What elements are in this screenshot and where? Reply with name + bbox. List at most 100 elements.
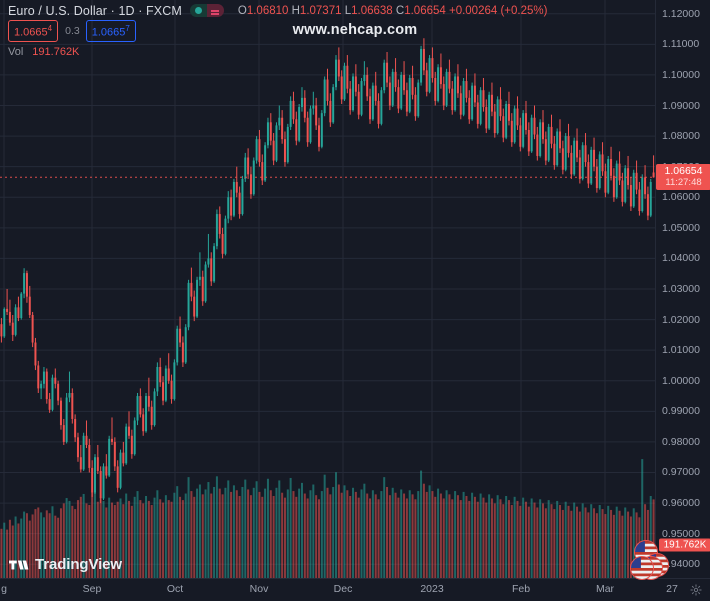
candle-body: [550, 126, 553, 144]
volume-bar: [176, 486, 179, 578]
volume-bar: [57, 517, 60, 578]
candle-body: [649, 181, 652, 216]
candle-body: [454, 76, 457, 111]
volume-bar: [184, 493, 187, 578]
candle-body: [215, 214, 218, 247]
candle-body: [235, 181, 238, 193]
candle-body: [340, 76, 343, 100]
candle-body: [201, 276, 204, 302]
candle-body: [394, 71, 397, 88]
volume-bar: [576, 506, 579, 578]
candle-body: [644, 177, 647, 195]
volume-bar: [357, 497, 360, 578]
candle-body: [198, 276, 201, 280]
candle-body: [0, 324, 3, 337]
gear-icon[interactable]: [690, 584, 702, 596]
candle-body: [62, 425, 65, 442]
candle-body: [295, 119, 298, 141]
volume-bar: [337, 484, 340, 578]
candle-body: [397, 87, 400, 109]
volume-bar: [493, 503, 496, 578]
candle-body: [238, 192, 241, 215]
volume-bar: [85, 503, 88, 578]
candle-body: [346, 65, 349, 89]
volume-bar: [610, 509, 613, 578]
volume-bar: [133, 496, 136, 578]
price-tick: 0.97000: [662, 466, 700, 479]
volume-bar: [417, 491, 420, 578]
volume-bar: [25, 513, 28, 578]
volume-bar: [473, 496, 476, 578]
volume-bar: [264, 488, 267, 578]
candle-body: [258, 139, 261, 163]
time-tick: Dec: [333, 583, 353, 595]
candle-body: [612, 175, 615, 198]
candle-body: [578, 157, 581, 179]
candle-body: [360, 81, 363, 115]
volume-bar: [62, 503, 65, 578]
volume-bar: [485, 502, 488, 578]
volume-bar: [332, 486, 335, 578]
volume-bar: [550, 504, 553, 578]
volume-bar: [607, 505, 610, 578]
volume-bar: [377, 499, 380, 578]
candle-body: [391, 71, 394, 106]
volume-bar: [649, 496, 652, 578]
candle-body: [232, 181, 235, 216]
candle-body: [159, 366, 162, 383]
volume-bar: [204, 489, 207, 578]
candle-body: [108, 438, 111, 476]
candle-body: [51, 377, 54, 410]
volume-bar: [612, 514, 615, 578]
volume-bar: [295, 496, 298, 578]
candle-body: [598, 154, 601, 189]
volume-bar: [388, 495, 391, 578]
volume-bar: [624, 507, 627, 578]
volume-bar: [561, 509, 564, 578]
volume-bar: [618, 510, 621, 578]
candle-body: [473, 85, 476, 103]
economic-event-badge-4[interactable]: [630, 556, 654, 580]
volume-bar: [181, 500, 184, 578]
volume-bar: [306, 498, 309, 578]
volume-bar: [255, 481, 258, 578]
candle-body: [485, 107, 488, 129]
volume-bar: [128, 500, 131, 578]
volume-bar: [34, 509, 37, 578]
candle-body: [142, 414, 145, 432]
candle-body: [286, 126, 289, 163]
price-axis[interactable]: 1.06654 11:27:48 191.762K 1.12000 1.11000…: [655, 0, 710, 578]
volume-bar: [408, 490, 411, 578]
volume-bar: [167, 500, 170, 578]
candle-body: [105, 466, 108, 476]
candle-body: [278, 117, 281, 126]
volume-bar: [272, 496, 275, 578]
volume-bar: [468, 500, 471, 578]
candle-body: [20, 293, 23, 319]
price-tick: 1.00000: [662, 374, 700, 387]
tradingview-logo[interactable]: TradingView: [9, 556, 122, 573]
candle-body: [507, 103, 510, 121]
candle-body: [162, 382, 165, 401]
candle-body: [400, 74, 403, 109]
volume-bar: [471, 492, 474, 578]
volume-bar: [96, 501, 99, 578]
candle-body: [369, 96, 372, 120]
volume-bar: [488, 494, 491, 578]
volume-bar: [598, 505, 601, 578]
volume-bar: [454, 491, 457, 578]
candle-body: [272, 140, 275, 161]
volume-bar: [193, 496, 196, 578]
candle-body: [54, 377, 57, 384]
candle-body: [241, 178, 244, 215]
volume-bar: [136, 491, 139, 578]
volume-bar: [323, 474, 326, 578]
time-axis[interactable]: g Sep Oct Nov Dec 2023 Feb Mar 27: [0, 578, 710, 601]
volume-bar: [502, 504, 505, 578]
candle-body: [306, 117, 309, 143]
candle-body: [465, 81, 468, 98]
candle-body: [247, 157, 250, 175]
chart-plot-area[interactable]: [0, 0, 655, 578]
candle-body: [28, 296, 31, 315]
candle-body: [510, 120, 513, 143]
